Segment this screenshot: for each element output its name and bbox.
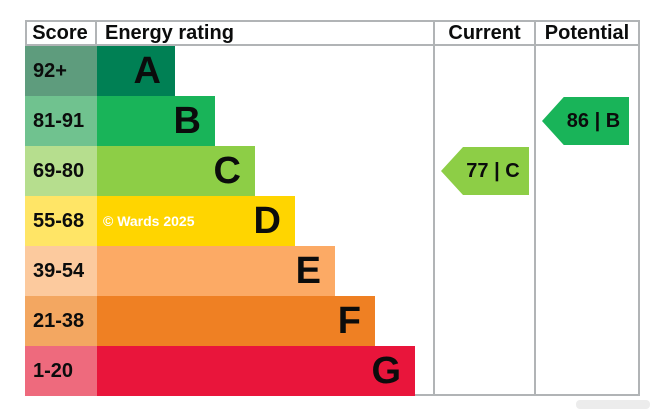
copyright-watermark: © Wards 2025 <box>103 213 195 229</box>
band-bar-d: © Wards 2025 D <box>97 196 295 246</box>
score-range-e: 39-54 <box>25 246 97 296</box>
column-header-current: Current <box>448 22 521 44</box>
band-bar-b: B <box>97 96 215 146</box>
score-range-b: 81-91 <box>25 96 97 146</box>
band-bar-g: G <box>97 346 415 396</box>
band-letter-f: F <box>337 300 361 342</box>
band-row-d: 55-68 © Wards 2025 D <box>25 196 295 246</box>
band-letter-c: C <box>213 150 241 192</box>
band-letter-e: E <box>295 250 321 292</box>
table-top-border <box>25 20 640 22</box>
potential-column-divider <box>534 20 536 396</box>
band-row-f: 21-38 F <box>25 296 375 346</box>
band-row-c: 69-80 C <box>25 146 255 196</box>
column-header-score: Score <box>32 22 88 44</box>
band-row-g: 1-20 G <box>25 346 415 396</box>
potential-rating-arrow: 86 | B <box>542 97 629 145</box>
current-column-divider <box>433 20 435 396</box>
score-range-a: 92+ <box>25 46 97 96</box>
score-range-f: 21-38 <box>25 296 97 346</box>
current-rating-arrow: 77 | C <box>441 147 529 195</box>
score-column-divider <box>95 20 97 46</box>
score-range-g: 1-20 <box>25 346 97 396</box>
score-range-d: 55-68 <box>25 196 97 246</box>
band-row-a: 92+ A <box>25 46 175 96</box>
band-bar-e: E <box>97 246 335 296</box>
table-right-border <box>638 20 640 396</box>
band-row-e: 39-54 E <box>25 246 335 296</box>
band-row-b: 81-91 B <box>25 96 215 146</box>
header-left-border <box>25 20 27 46</box>
column-header-energy-rating: Energy rating <box>105 22 234 44</box>
faint-watermark <box>576 400 650 409</box>
band-letter-b: B <box>173 100 201 142</box>
band-letter-g: G <box>371 350 401 392</box>
score-range-c: 69-80 <box>25 146 97 196</box>
band-bar-c: C <box>97 146 255 196</box>
band-bar-a: A <box>97 46 175 96</box>
band-letter-d: D <box>253 200 281 242</box>
column-header-potential: Potential <box>544 22 630 44</box>
header-bottom-border <box>25 44 640 46</box>
band-letter-a: A <box>133 50 161 92</box>
band-bar-f: F <box>97 296 375 346</box>
